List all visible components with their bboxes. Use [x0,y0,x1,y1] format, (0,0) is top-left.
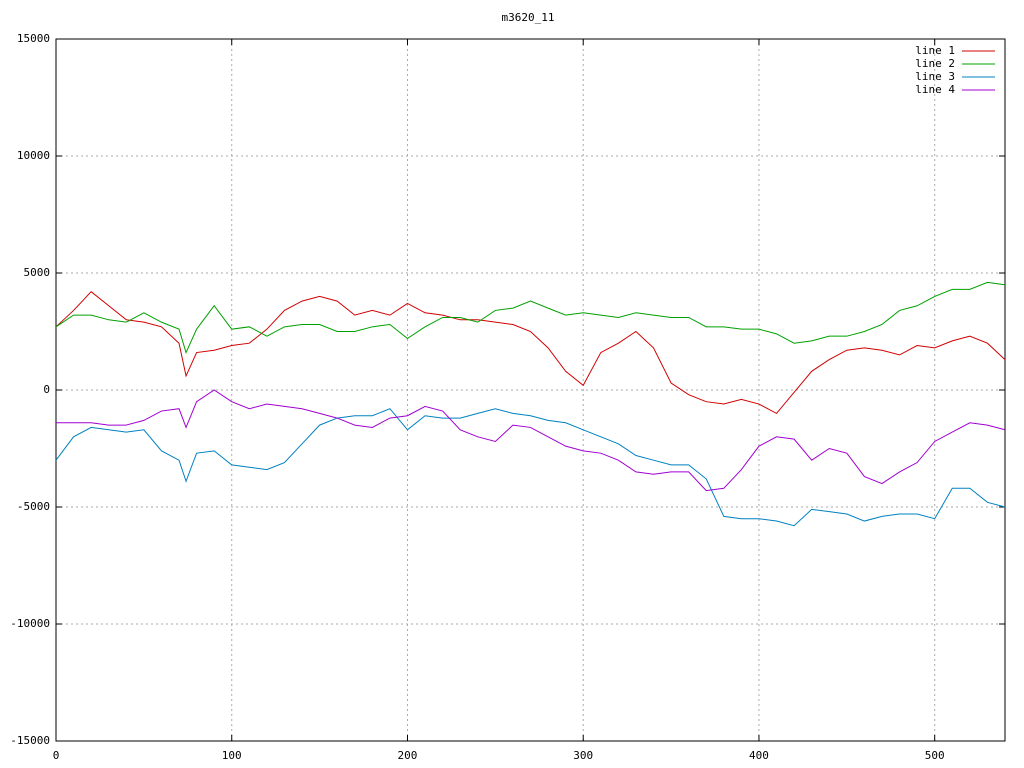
y-tick-label: -5000 [17,500,50,513]
legend-label: line 1 [915,44,955,57]
y-tick-label: 5000 [24,266,51,279]
x-tick-label: 100 [222,749,242,762]
x-tick-label: 400 [749,749,769,762]
data-line [56,389,1006,492]
y-tick-label: 15000 [17,32,50,45]
x-tick-label: 500 [925,749,945,762]
data-line [55,291,1006,415]
legend-label: line 4 [915,83,955,96]
y-tick-label: -15000 [10,734,50,747]
legend-label: line 2 [915,57,955,70]
plot-border [55,38,1006,742]
x-tick-label: 0 [53,749,60,762]
data-line [55,281,1006,354]
chart-title: m3620_11 [502,11,555,24]
x-tick-label: 300 [573,749,593,762]
y-tick-label: -10000 [10,617,50,630]
y-tick-label: 0 [43,383,50,396]
data-line [55,408,1006,527]
x-tick-label: 200 [398,749,418,762]
legend-label: line 3 [915,70,955,83]
y-tick-label: 10000 [17,149,50,162]
